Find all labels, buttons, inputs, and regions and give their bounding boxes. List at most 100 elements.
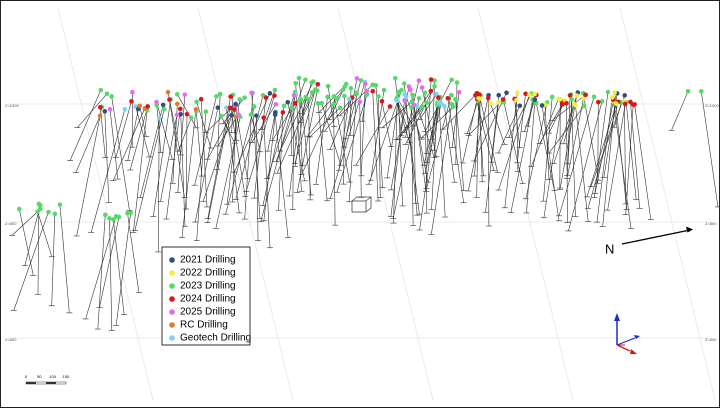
drill-trace (299, 100, 303, 166)
drill-trace (253, 97, 267, 199)
drill-trace (85, 216, 117, 320)
collar (387, 104, 393, 109)
collar (130, 89, 135, 95)
collar (622, 101, 628, 107)
drill-trace (462, 98, 478, 164)
drill-trace (372, 91, 379, 202)
collar (612, 90, 617, 95)
drill-trace (478, 95, 484, 176)
drill-trace (18, 208, 34, 276)
drill-trace (11, 208, 41, 236)
collar (194, 99, 199, 105)
drill-trace (421, 87, 437, 157)
drill-trace (343, 78, 358, 148)
drill-trace (370, 90, 385, 181)
drill-trace (348, 94, 357, 202)
collar (236, 112, 241, 117)
collar (605, 89, 611, 95)
collar (432, 83, 437, 89)
drill-trace (614, 92, 628, 210)
drill-trace (625, 102, 637, 200)
collar (156, 115, 162, 120)
drill-trace (109, 218, 113, 331)
drill-trace (368, 90, 402, 185)
collar (609, 95, 615, 100)
drill-trace (232, 116, 237, 203)
collar (348, 86, 354, 91)
collar (184, 111, 190, 117)
drill-trace (167, 92, 182, 155)
drill-trace (90, 109, 126, 233)
collar (98, 104, 103, 110)
drill-trace (235, 95, 264, 200)
drill-trace (262, 105, 285, 206)
drill-trace (345, 80, 362, 139)
drill-trace (566, 99, 573, 176)
drill-trace (194, 96, 217, 186)
collar (358, 78, 364, 83)
drill-trace (225, 106, 255, 215)
collar (263, 95, 269, 100)
drill-trace (294, 89, 316, 164)
collar (165, 89, 171, 95)
elevation-label: Z=1000 (5, 103, 19, 108)
collar (218, 113, 224, 119)
drill-trace (166, 108, 181, 220)
collar (175, 101, 180, 107)
drill-trace (541, 105, 560, 221)
drill-trace (200, 99, 208, 207)
collars (16, 75, 704, 222)
drill-trace (195, 111, 203, 177)
drill-trace (111, 96, 130, 211)
drill-trace (296, 90, 318, 193)
drill-trace (194, 107, 219, 223)
drill-trace (426, 95, 452, 189)
collar (622, 93, 627, 98)
collar (291, 93, 297, 98)
collar (569, 97, 575, 102)
drill-trace (568, 101, 603, 232)
drill-trace (76, 106, 103, 237)
drill-trace (530, 98, 559, 167)
drill-trace (278, 112, 284, 211)
collar (214, 93, 219, 99)
drill-trace (586, 103, 617, 198)
drill-trace (514, 98, 521, 148)
drill-trace (292, 95, 295, 210)
drill-trace (438, 102, 446, 218)
collar (424, 100, 430, 106)
drill-trace (127, 108, 139, 161)
drill-trace (474, 95, 481, 177)
collar (564, 101, 569, 106)
drill-trace (575, 105, 589, 222)
collar (514, 97, 519, 103)
drill-trace (525, 102, 548, 199)
collar (289, 105, 295, 111)
collar (500, 97, 506, 102)
drill-trace (570, 94, 576, 217)
drill-trace (360, 83, 366, 176)
collar (249, 90, 255, 96)
drill-trace (396, 97, 414, 127)
collar (296, 75, 302, 81)
collar (248, 112, 254, 117)
scale-label: 150 (63, 374, 70, 379)
legend-label: 2021 Drilling (180, 255, 236, 266)
drill-trace (279, 81, 314, 152)
northing-line (619, 7, 716, 401)
drill-trace (394, 78, 402, 136)
drill-trace (607, 103, 626, 211)
collar (57, 202, 63, 207)
collar (454, 80, 460, 85)
drill-trace (510, 93, 535, 213)
collar (567, 93, 573, 98)
collar (298, 97, 304, 103)
drill-trace (543, 96, 553, 202)
drill-trace (479, 98, 498, 173)
drill-trace (267, 112, 276, 152)
collar (379, 98, 385, 104)
drill-trace (329, 97, 353, 150)
drill-trace (386, 93, 400, 178)
collar (428, 77, 434, 82)
collar (496, 100, 501, 105)
